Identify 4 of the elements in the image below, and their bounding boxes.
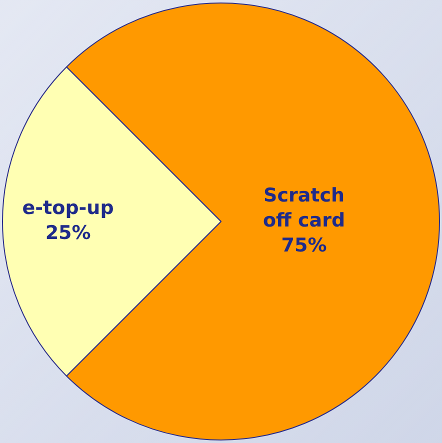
slice-label: e-top-up <box>22 196 114 219</box>
slice-label: Scratch off card <box>262 184 346 232</box>
data-label: 25% <box>45 222 91 244</box>
data-label: 75% <box>281 234 327 256</box>
